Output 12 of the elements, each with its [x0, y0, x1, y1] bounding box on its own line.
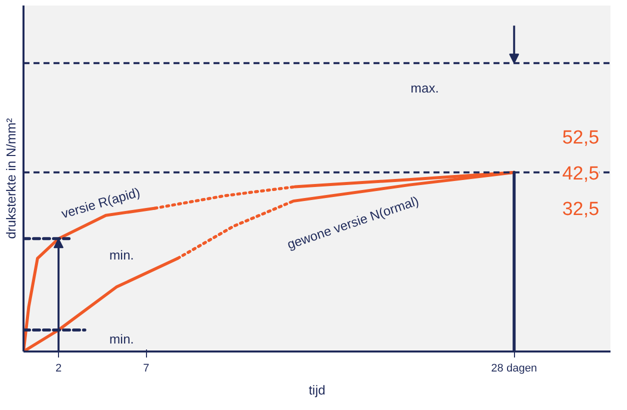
y-axis-title: druksterkte in N/mm²: [4, 118, 18, 239]
x-tick-label: 28 dagen: [491, 362, 538, 374]
annotation: min.: [109, 331, 134, 346]
annotation: min.: [109, 247, 134, 262]
annotation: 32,5: [562, 199, 600, 220]
x-axis-title: tijd: [308, 382, 326, 398]
annotation: 42,5: [562, 163, 600, 184]
x-tick-label: 7: [143, 362, 150, 374]
annotation: versie R(apid): [60, 184, 142, 222]
x-tick-label: 2: [55, 362, 62, 374]
text: 52,5: [562, 128, 600, 149]
text: max.: [410, 80, 439, 96]
